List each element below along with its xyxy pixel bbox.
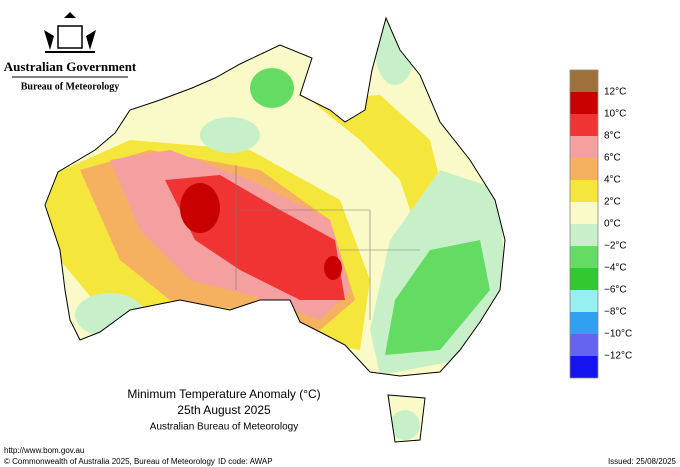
legend-label: −8°C <box>604 307 627 318</box>
map-source: Australian Bureau of Meteorology <box>150 422 298 433</box>
legend-label: 4°C <box>604 175 621 186</box>
map-date: 25th August 2025 <box>177 403 271 417</box>
legend-label: −10°C <box>604 329 632 340</box>
state-borders <box>235 165 420 320</box>
legend-label: −12°C <box>604 351 632 362</box>
legend-swatch <box>570 202 598 224</box>
footer-url: http://www.bom.gov.au <box>4 446 84 455</box>
footer-copyright: © Commonwealth of Australia 2025, Bureau… <box>4 457 215 466</box>
legend-swatch <box>570 246 598 268</box>
legend-swatch <box>570 290 598 312</box>
legend-swatch <box>570 158 598 180</box>
agency-name: Bureau of Meteorology <box>21 81 120 92</box>
legend: 12°C 10°C 8°C 6°C 4°C 2°C 0°C −2°C −4°C −6°C −8°C −… <box>569 69 632 379</box>
legend-swatch <box>570 114 598 136</box>
legend-swatch <box>570 356 598 378</box>
legend-label: −6°C <box>604 285 627 296</box>
government-name: Australian Government <box>4 59 137 74</box>
legend-label: −2°C <box>604 241 627 252</box>
legend-label: 2°C <box>604 197 621 208</box>
legend-swatch <box>570 92 598 114</box>
legend-label: −4°C <box>604 263 627 274</box>
legend-label: 8°C <box>604 131 621 142</box>
legend-label: 6°C <box>604 153 621 164</box>
legend-swatch <box>570 312 598 334</box>
footer-id-code: ID code: AWAP <box>218 457 273 466</box>
coat-of-arms <box>44 12 96 53</box>
legend-label: 12°C <box>604 87 626 98</box>
coastline <box>44 16 506 443</box>
legend-label: 10°C <box>604 109 626 120</box>
footer-issued: Issued: 25/08/2025 <box>608 457 677 466</box>
legend-swatch <box>570 70 598 92</box>
legend-swatch <box>570 180 598 202</box>
legend-swatch <box>570 224 598 246</box>
legend-swatch <box>570 334 598 356</box>
legend-frame <box>569 69 599 379</box>
map-title: Minimum Temperature Anomaly (°C) <box>127 387 320 401</box>
legend-label: 0°C <box>604 219 621 230</box>
legend-swatch <box>570 136 598 158</box>
legend-swatch <box>570 268 598 290</box>
